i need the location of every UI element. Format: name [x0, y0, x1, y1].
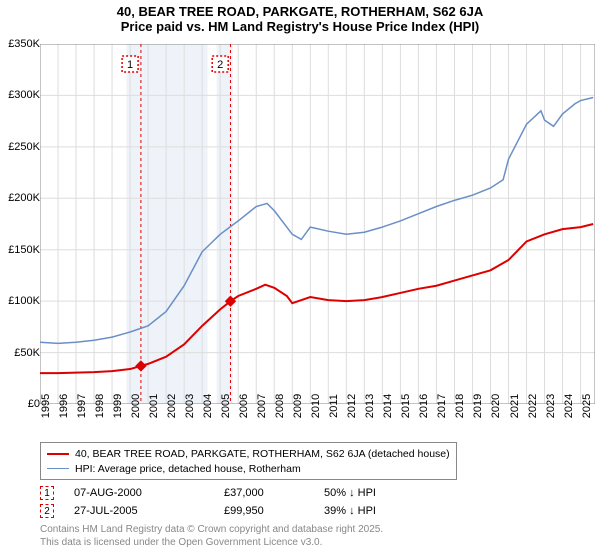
legend: 40, BEAR TREE ROAD, PARKGATE, ROTHERHAM,… [40, 442, 457, 480]
x-tick-label: 2004 [202, 394, 214, 418]
y-tick-label: £300K [0, 89, 40, 101]
x-tick-label: 2016 [418, 394, 430, 418]
x-tick-label: 2022 [527, 394, 539, 418]
x-tick-label: 2023 [545, 394, 557, 418]
x-tick-label: 1998 [94, 394, 106, 418]
title-line-1: 40, BEAR TREE ROAD, PARKGATE, ROTHERHAM,… [0, 4, 600, 19]
x-tick-label: 1999 [112, 394, 124, 418]
x-tick-label: 2009 [292, 394, 304, 418]
x-tick-label: 2019 [472, 394, 484, 418]
chart-container: 40, BEAR TREE ROAD, PARKGATE, ROTHERHAM,… [0, 0, 600, 560]
x-tick-label: 2003 [184, 394, 196, 418]
y-tick-label: £350K [0, 38, 40, 50]
legend-item-hpi: HPI: Average price, detached house, Roth… [47, 461, 450, 476]
x-tick-label: 2013 [364, 394, 376, 418]
x-tick-label: 1995 [40, 394, 52, 418]
x-tick-label: 2020 [490, 394, 502, 418]
legend-label-hpi: HPI: Average price, detached house, Roth… [75, 463, 301, 475]
x-tick-label: 2018 [454, 394, 466, 418]
marker-badge-2: 2 [40, 504, 54, 518]
marker-row-2: 2 27-JUL-2005 £99,950 39% ↓ HPI [40, 502, 424, 520]
footer: Contains HM Land Registry data © Crown c… [40, 524, 383, 549]
y-tick-label: £200K [0, 192, 40, 204]
x-tick-label: 2025 [581, 394, 593, 418]
x-tick-label: 1997 [76, 394, 88, 418]
marker-diff-2: 39% ↓ HPI [324, 505, 424, 517]
x-tick-label: 2005 [220, 394, 232, 418]
title-block: 40, BEAR TREE ROAD, PARKGATE, ROTHERHAM,… [0, 0, 600, 34]
marker-diff-1: 50% ↓ HPI [324, 487, 424, 499]
x-tick-label: 2011 [328, 394, 340, 418]
svg-text:2: 2 [217, 59, 223, 71]
x-tick-label: 2001 [148, 394, 160, 418]
marker-price-2: £99,950 [224, 505, 324, 517]
y-tick-label: £50K [0, 347, 40, 359]
x-tick-label: 2007 [256, 394, 268, 418]
x-tick-label: 2017 [436, 394, 448, 418]
x-tick-label: 2021 [509, 394, 521, 418]
x-tick-label: 1996 [58, 394, 70, 418]
x-tick-label: 2010 [310, 394, 322, 418]
marker-row-1: 1 07-AUG-2000 £37,000 50% ↓ HPI [40, 484, 424, 502]
y-tick-label: £0 [0, 398, 40, 410]
x-tick-label: 2006 [238, 394, 250, 418]
legend-swatch-property [47, 453, 69, 455]
y-tick-label: £100K [0, 295, 40, 307]
x-tick-label: 2000 [130, 394, 142, 418]
footer-line-1: Contains HM Land Registry data © Crown c… [40, 524, 383, 537]
title-line-2: Price paid vs. HM Land Registry's House … [0, 19, 600, 34]
footer-line-2: This data is licensed under the Open Gov… [40, 537, 383, 550]
x-tick-label: 2015 [400, 394, 412, 418]
legend-swatch-hpi [47, 468, 69, 469]
line-chart: 12 [40, 44, 595, 404]
x-tick-label: 2012 [346, 394, 358, 418]
marker-date-2: 27-JUL-2005 [74, 505, 224, 517]
legend-item-property: 40, BEAR TREE ROAD, PARKGATE, ROTHERHAM,… [47, 446, 450, 461]
legend-label-property: 40, BEAR TREE ROAD, PARKGATE, ROTHERHAM,… [75, 448, 450, 460]
svg-text:1: 1 [127, 59, 133, 71]
x-tick-label: 2024 [563, 394, 575, 418]
y-tick-label: £250K [0, 141, 40, 153]
y-tick-label: £150K [0, 244, 40, 256]
marker-date-1: 07-AUG-2000 [74, 487, 224, 499]
x-tick-label: 2014 [382, 394, 394, 418]
marker-table: 1 07-AUG-2000 £37,000 50% ↓ HPI 2 27-JUL… [40, 484, 424, 520]
x-tick-label: 2002 [166, 394, 178, 418]
marker-price-1: £37,000 [224, 487, 324, 499]
x-tick-label: 2008 [274, 394, 286, 418]
marker-badge-1: 1 [40, 486, 54, 500]
